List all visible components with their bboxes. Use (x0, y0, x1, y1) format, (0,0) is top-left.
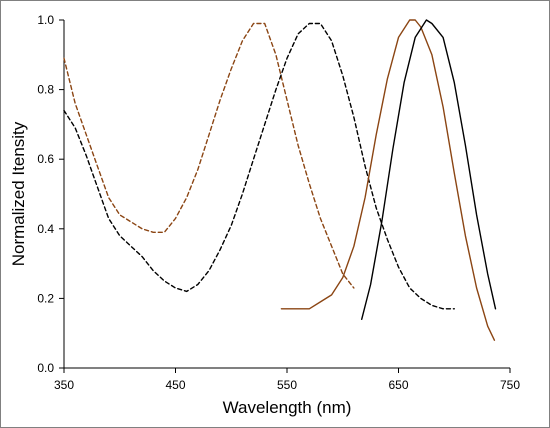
y-axis-title: Normalized Itensity (9, 121, 28, 266)
x-tick-label: 550 (277, 378, 297, 392)
series-line-4-solid (361, 19, 497, 320)
x-tick-label: 450 (165, 378, 185, 392)
y-tick-label: 0.2 (37, 291, 54, 305)
series-line-3-solid (280, 19, 496, 341)
y-tick-label: 0.8 (37, 83, 54, 97)
series-line-1-dashed (63, 22, 355, 289)
x-tick-label: 350 (54, 378, 74, 392)
plot-area: 350 450 550 650 750 0.0 0.2 0.4 0.6 0.8 1.0 (37, 13, 520, 392)
x-ticks: 350 450 550 650 750 (54, 368, 520, 392)
y-tick-label: 0.0 (37, 361, 54, 375)
series-group (63, 19, 497, 341)
y-tick-label: 0.4 (37, 222, 54, 236)
x-axis-title: Wavelength (nm) (223, 398, 352, 417)
y-ticks: 0.0 0.2 0.4 0.6 0.8 1.0 (37, 13, 64, 375)
y-tick-label: 0.6 (37, 152, 54, 166)
x-tick-label: 750 (500, 378, 520, 392)
y-tick-label: 1.0 (37, 13, 54, 27)
x-tick-label: 650 (388, 378, 408, 392)
series-line-2-dashed (63, 22, 455, 310)
